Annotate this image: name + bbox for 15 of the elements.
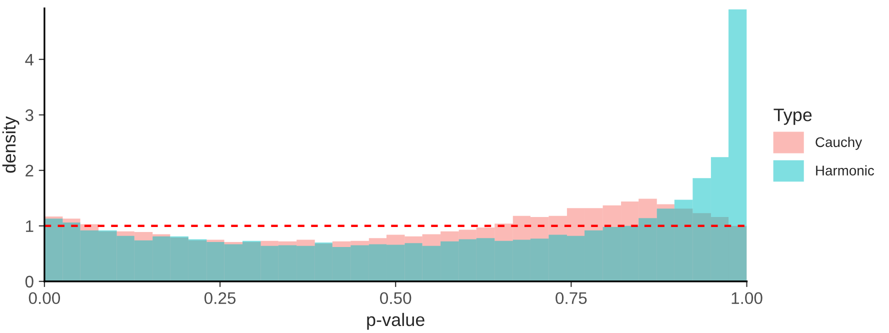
legend-label: Harmonic <box>816 165 874 176</box>
legend-title: Type <box>774 108 812 125</box>
x-tick-label: 0.50 <box>380 292 412 304</box>
y-tick-label: 1 <box>26 220 34 232</box>
x-axis-title: p-value <box>367 312 424 330</box>
x-tick-label: 0.00 <box>28 292 60 304</box>
x-tick-label: 1.00 <box>732 292 762 304</box>
x-tick-label: 0.25 <box>204 292 236 304</box>
y-axis-title: density <box>2 116 20 173</box>
y-tick-label: 2 <box>26 164 34 176</box>
x-tick-label: 0.75 <box>556 292 587 304</box>
y-tick-label: 3 <box>25 109 34 122</box>
legend-label: Cauchy <box>816 136 862 150</box>
y-tick-label: 4 <box>25 54 34 66</box>
y-tick-label: 0 <box>25 276 34 288</box>
